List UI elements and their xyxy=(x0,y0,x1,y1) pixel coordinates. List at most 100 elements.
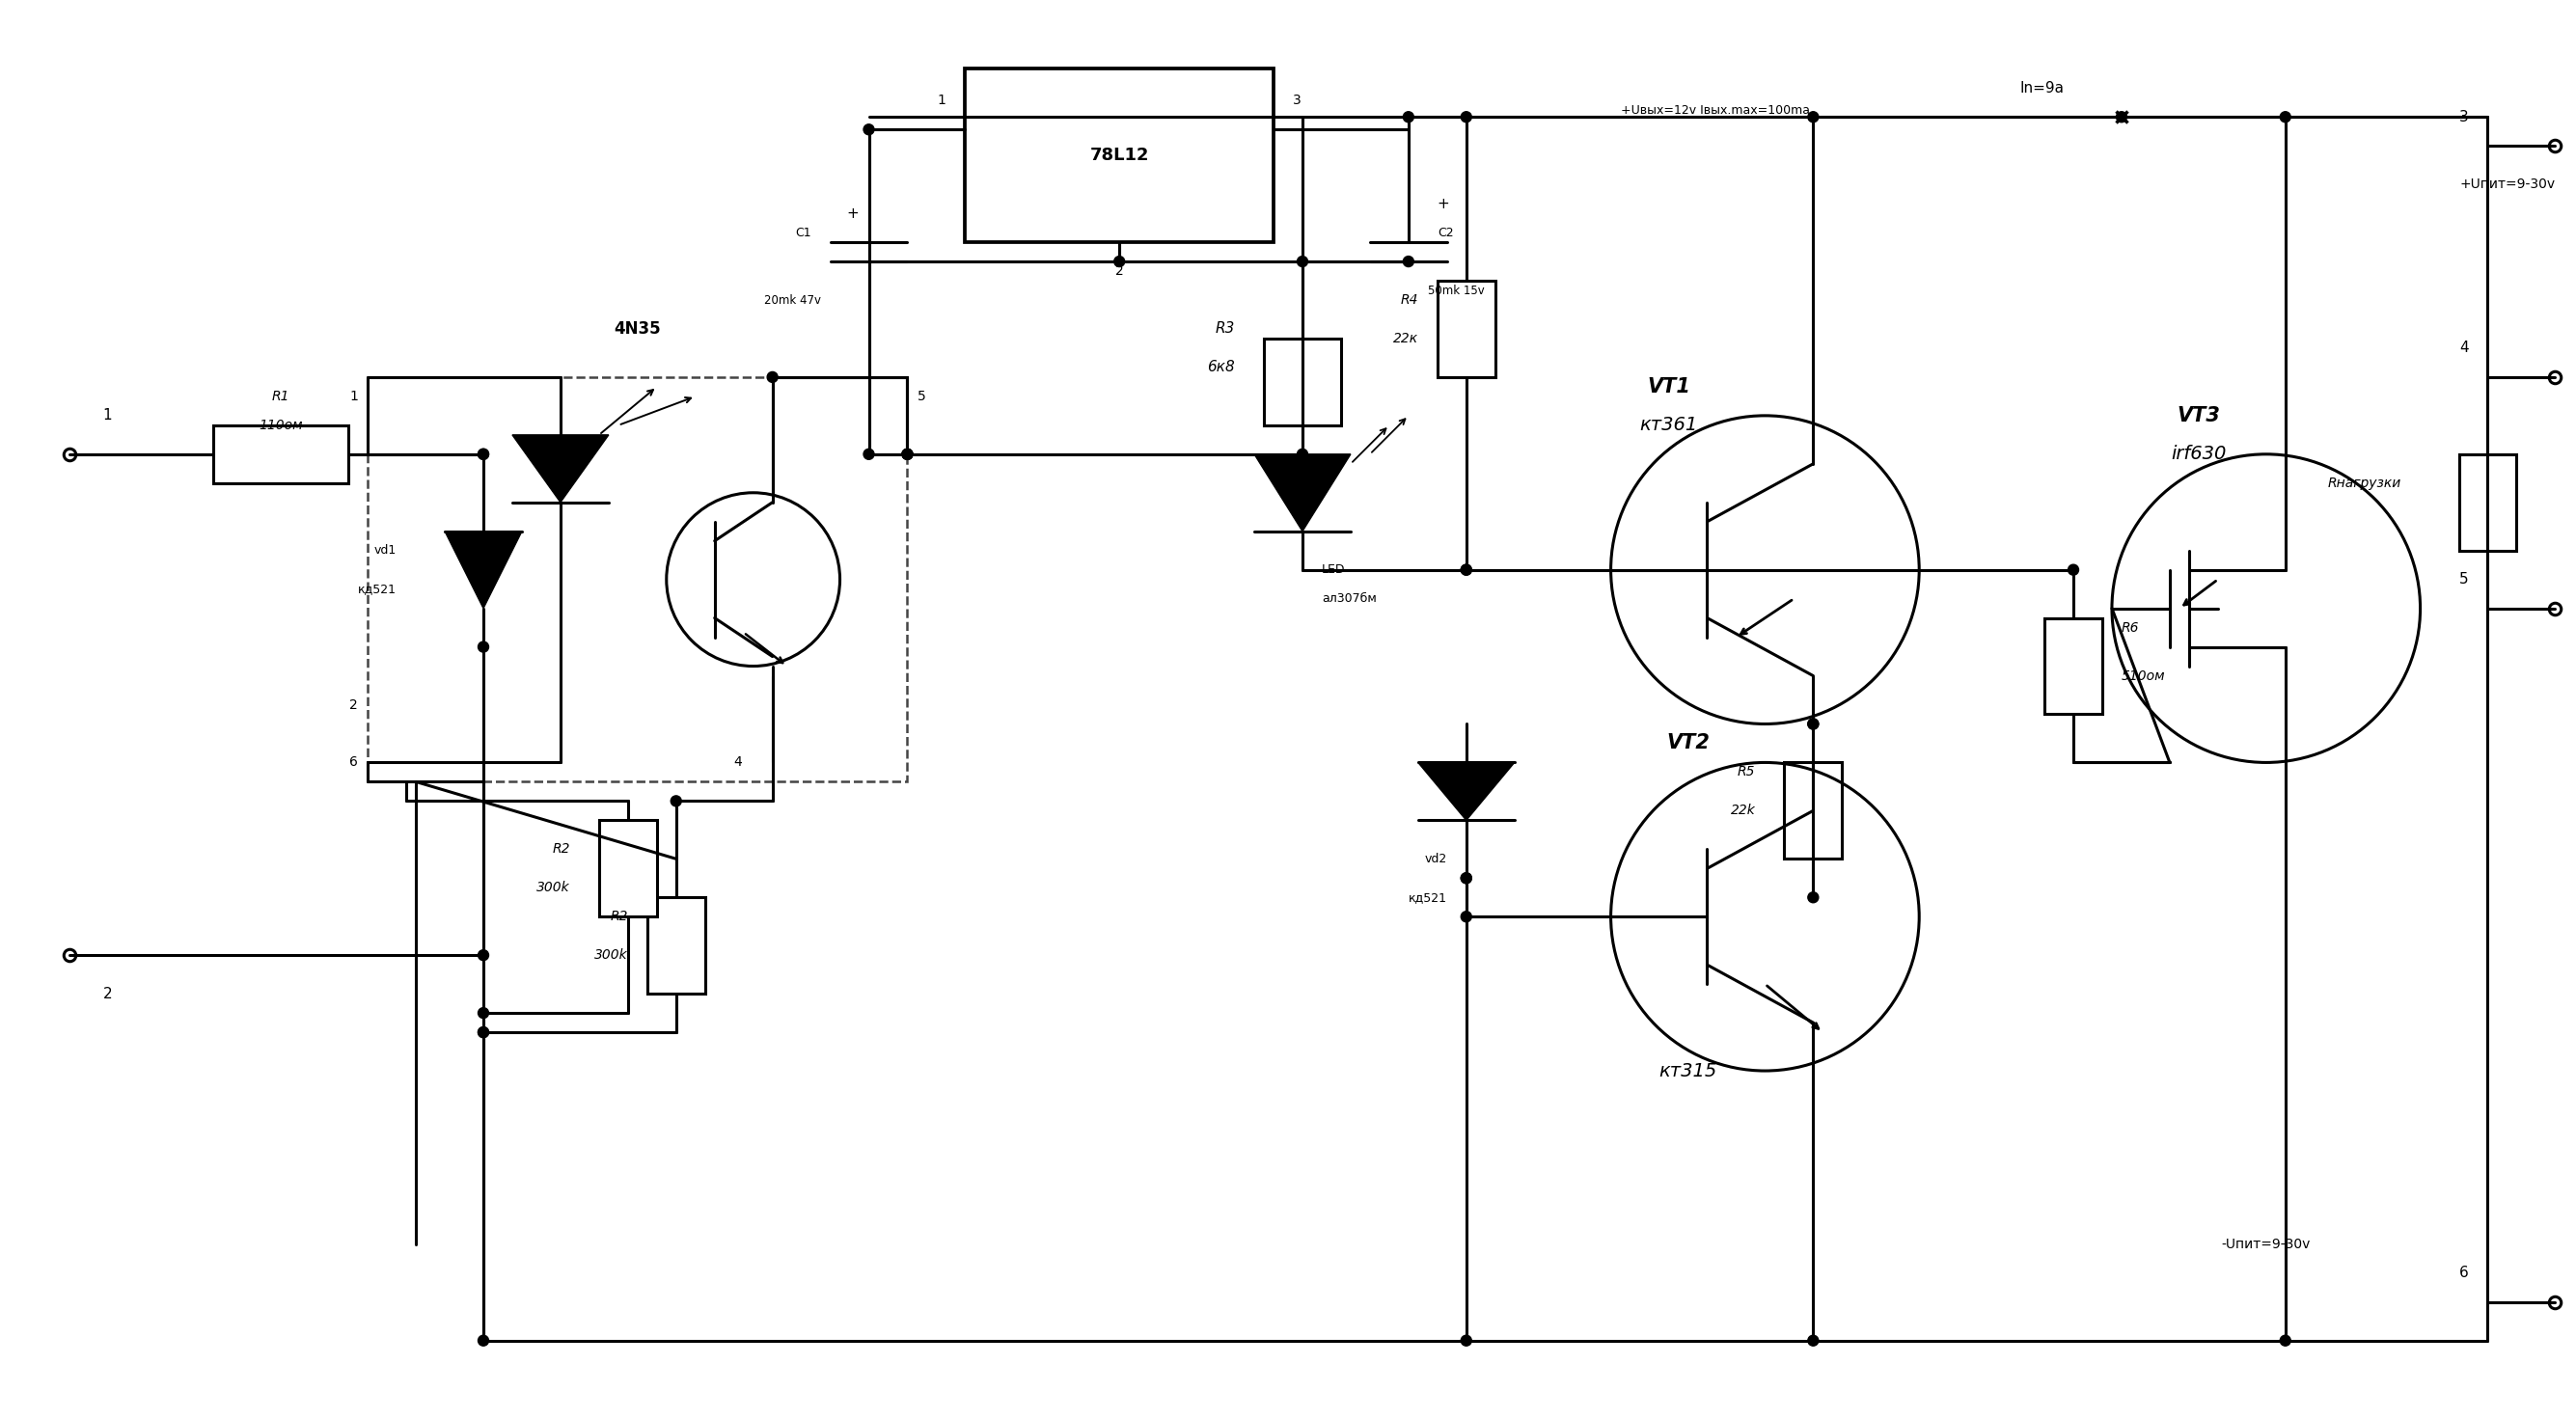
Text: C2: C2 xyxy=(1437,226,1453,238)
Circle shape xyxy=(1404,257,1414,267)
Text: ал307бм: ал307бм xyxy=(1321,592,1376,604)
Circle shape xyxy=(479,1335,489,1345)
Circle shape xyxy=(1808,718,1819,729)
Text: 22к: 22к xyxy=(1394,332,1419,345)
Bar xyxy=(1437,281,1494,377)
Circle shape xyxy=(1461,565,1471,575)
Text: 20mk 47v: 20mk 47v xyxy=(762,294,822,307)
Circle shape xyxy=(1808,1335,1819,1345)
Text: кт361: кт361 xyxy=(1638,416,1698,434)
Circle shape xyxy=(479,641,489,653)
Circle shape xyxy=(1808,718,1819,729)
Circle shape xyxy=(1808,893,1819,902)
Text: VT1: VT1 xyxy=(1646,377,1690,396)
Text: 50mk 15v: 50mk 15v xyxy=(1427,284,1484,297)
Circle shape xyxy=(1461,873,1471,884)
Text: 2: 2 xyxy=(350,698,358,711)
Text: vd2: vd2 xyxy=(1425,853,1448,866)
Text: 6: 6 xyxy=(350,756,358,769)
Circle shape xyxy=(1461,112,1471,122)
Text: irf630: irf630 xyxy=(2172,446,2226,464)
Text: 3: 3 xyxy=(2460,109,2468,125)
Text: C1: C1 xyxy=(796,226,811,238)
Text: +Uпит=9-30v: +Uпит=9-30v xyxy=(2460,177,2555,192)
Text: 5: 5 xyxy=(2460,572,2468,586)
Text: 300k: 300k xyxy=(536,881,569,894)
Polygon shape xyxy=(1255,454,1350,531)
Circle shape xyxy=(1113,257,1126,267)
Circle shape xyxy=(479,1007,489,1019)
Circle shape xyxy=(1404,112,1414,122)
Bar xyxy=(966,68,1273,243)
Circle shape xyxy=(1461,911,1471,922)
Text: +: + xyxy=(848,206,860,220)
Text: vd1: vd1 xyxy=(374,545,397,556)
Text: кд521: кд521 xyxy=(1409,891,1448,904)
Bar xyxy=(1265,339,1342,426)
Polygon shape xyxy=(513,434,608,502)
Bar xyxy=(1785,762,1842,858)
Text: R1: R1 xyxy=(273,390,291,403)
Text: 4: 4 xyxy=(734,756,742,769)
Text: +Uвых=12v Iвых.max=100ma: +Uвых=12v Iвых.max=100ma xyxy=(1620,104,1808,116)
Text: R2: R2 xyxy=(551,843,569,856)
Circle shape xyxy=(1298,257,1309,267)
Circle shape xyxy=(2280,1335,2290,1345)
Circle shape xyxy=(1461,1335,1471,1345)
Circle shape xyxy=(863,125,873,135)
Text: R4: R4 xyxy=(1401,294,1419,307)
Bar xyxy=(368,377,907,782)
Text: +: + xyxy=(1437,196,1450,211)
Text: 6к8: 6к8 xyxy=(1208,360,1234,375)
Text: 3: 3 xyxy=(1293,94,1301,108)
Text: 1: 1 xyxy=(103,409,113,423)
Circle shape xyxy=(2280,112,2290,122)
Text: 5: 5 xyxy=(917,390,925,403)
Text: R3: R3 xyxy=(1216,322,1234,336)
Circle shape xyxy=(902,448,912,460)
Text: 22k: 22k xyxy=(1731,805,1754,817)
Circle shape xyxy=(1298,448,1309,460)
Text: R2: R2 xyxy=(611,910,629,924)
Circle shape xyxy=(2069,565,2079,575)
Text: 2: 2 xyxy=(1115,264,1123,278)
Bar xyxy=(214,426,348,482)
Text: 1: 1 xyxy=(938,94,945,108)
Circle shape xyxy=(768,372,778,382)
Text: LED: LED xyxy=(1321,563,1345,576)
Circle shape xyxy=(479,1027,489,1037)
Text: Rнагрузки: Rнагрузки xyxy=(2329,477,2401,490)
Text: In=9a: In=9a xyxy=(2020,81,2063,95)
Text: 4N35: 4N35 xyxy=(613,321,662,338)
Text: 78L12: 78L12 xyxy=(1090,146,1149,165)
Circle shape xyxy=(1461,873,1471,884)
Text: R5: R5 xyxy=(1736,765,1754,779)
Circle shape xyxy=(479,448,489,460)
Text: 4: 4 xyxy=(2460,341,2468,355)
Text: кд521: кд521 xyxy=(358,583,397,596)
Bar xyxy=(2460,454,2517,551)
Text: -Uпит=9-30v: -Uпит=9-30v xyxy=(2221,1237,2311,1252)
Text: 6: 6 xyxy=(2460,1266,2468,1280)
Text: VT3: VT3 xyxy=(2177,406,2221,426)
Circle shape xyxy=(479,1027,489,1037)
Text: 300k: 300k xyxy=(595,948,629,962)
Bar xyxy=(2045,617,2102,714)
Text: 2: 2 xyxy=(103,986,113,1000)
Polygon shape xyxy=(446,531,523,609)
Circle shape xyxy=(902,448,912,460)
Text: 110ом: 110ом xyxy=(260,419,304,431)
Circle shape xyxy=(1461,565,1471,575)
Circle shape xyxy=(1808,112,1819,122)
Bar xyxy=(600,820,657,917)
Circle shape xyxy=(902,448,912,460)
Polygon shape xyxy=(1419,762,1515,820)
Bar xyxy=(647,897,706,993)
Circle shape xyxy=(863,448,873,460)
Text: R6: R6 xyxy=(2123,622,2141,634)
Circle shape xyxy=(670,796,683,806)
Text: 510ом: 510ом xyxy=(2123,668,2166,683)
Text: 1: 1 xyxy=(350,390,358,403)
Circle shape xyxy=(479,448,489,460)
Circle shape xyxy=(2117,112,2128,122)
